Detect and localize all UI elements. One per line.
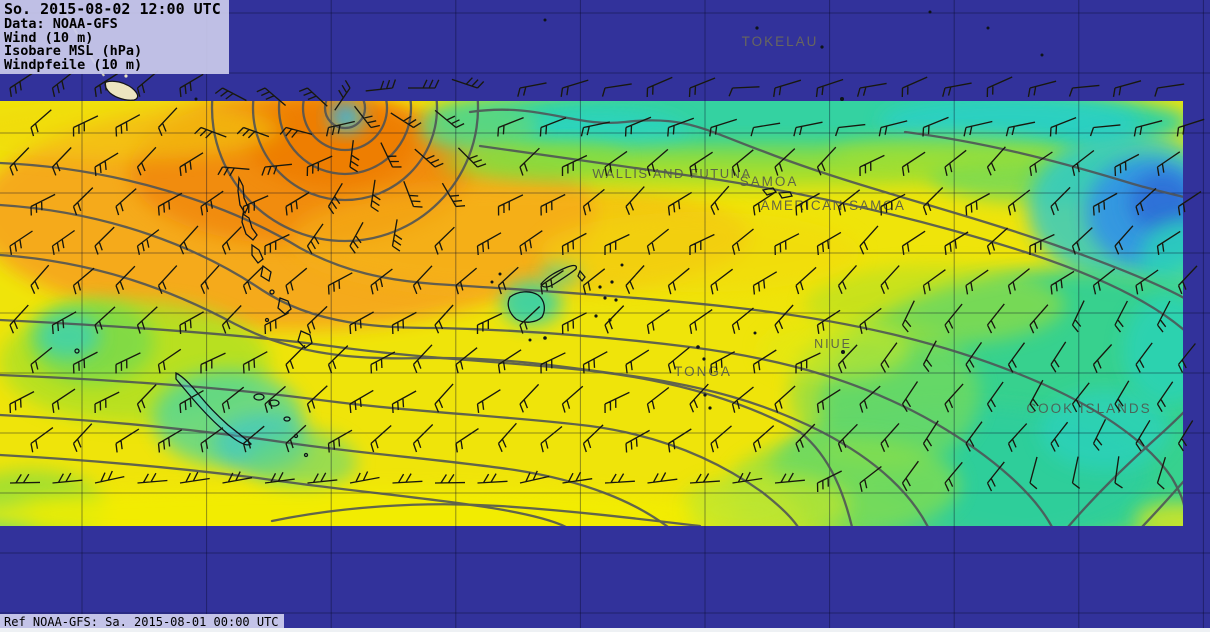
run-info-panel: So. 2015-08-02 12:00 UTC Data: NOAA-GFS … (0, 0, 229, 74)
wind-speed-field (0, 101, 1183, 526)
ref-time-label: Ref NOAA-GFS: Sa. 2015-08-01 00:00 UTC (0, 614, 284, 630)
valid-time-label: So. 2015-08-02 12:00 UTC (4, 0, 221, 18)
data-source-label: Data: NOAA-GFS (4, 16, 118, 32)
coastlines (74, 10, 1044, 458)
place-label-tokelau: TOKELAU (742, 34, 819, 49)
place-label-cook-islands: COOK ISLANDS (1026, 401, 1151, 416)
isobar-contours (0, 101, 1183, 526)
small-islets (194, 10, 1044, 410)
wind-barbs (9, 70, 1205, 493)
place-label-samoa: SAMOA (740, 174, 799, 189)
place-label-wallis-and-futuna: WALLIS AND FUTUNA (592, 166, 751, 181)
place-label-niue: NIUE (814, 337, 852, 351)
layer-windbarb-label: Windpfeile (10 m) (4, 56, 143, 73)
layer-wind-label: Wind (10 m) (4, 29, 94, 46)
window-edge-strip (0, 628, 1210, 632)
place-label-tonga: TONGA (674, 364, 732, 379)
layer-isobar-label: Isobare MSL (hPa) (4, 43, 143, 59)
